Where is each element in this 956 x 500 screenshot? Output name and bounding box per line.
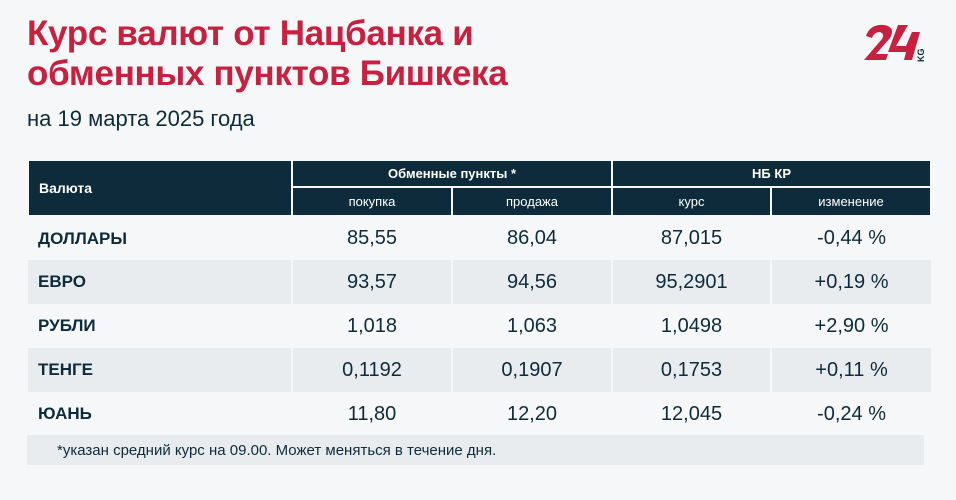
buy-value: 85,55 (291, 216, 452, 260)
rate-value: 87,015 (611, 216, 772, 260)
buy-value: 93,57 (291, 260, 452, 304)
change-value: +2,90 % (770, 304, 932, 348)
table-row: ЮАНЬ 11,80 12,20 12,045 -0,24 % (28, 392, 932, 436)
column-header-currency: Валюта (27, 159, 293, 217)
change-value: -0,44 % (770, 216, 932, 260)
page-title: Курс валют от Нацбанка и обменных пунктов… (27, 14, 508, 94)
change-value: +0,19 % (770, 260, 932, 304)
currency-name: ЮАНЬ (38, 404, 92, 423)
currency-name: ЕВРО (28, 260, 292, 304)
24kg-logo: KG (864, 24, 926, 63)
currency-name: ТЕНГЕ (28, 348, 292, 392)
change-value: -0,24 % (770, 392, 932, 436)
column-header-change: изменение (770, 186, 933, 217)
group-header-nb: НБ КР (611, 159, 933, 188)
table-row: ДОЛЛАРЫ 85,55 86,04 87,015 -0,44 % (28, 216, 932, 260)
footnote: *указан средний курс на 09.00. Может мен… (27, 435, 924, 465)
sell-value: 0,1907 (450, 348, 613, 392)
group-header-exchange: Обменные пункты * (290, 159, 614, 188)
currency-table: Валюта Обменные пункты * НБ КР покупка п… (27, 159, 933, 436)
buy-value: 0,1192 (291, 348, 452, 392)
rate-value: 1,0498 (611, 304, 772, 348)
column-header-rate: курс (611, 186, 773, 217)
sell-value: 94,56 (450, 260, 613, 304)
currency-name: ДОЛЛАРЫ (38, 228, 128, 248)
table-row: ТЕНГЕ 0,1192 0,1907 0,1753 +0,11 % (28, 348, 932, 392)
title-line-1: Курс валют от Нацбанка и (27, 14, 474, 53)
column-header-sell: продажа (450, 186, 614, 217)
currency-name: РУБЛИ (38, 316, 96, 335)
date-subtitle: на 19 марта 2025 года (27, 106, 255, 131)
rate-value: 95,2901 (611, 260, 772, 304)
svg-text:KG: KG (916, 49, 926, 63)
change-value: +0,11 % (770, 348, 932, 392)
buy-value: 1,018 (291, 304, 452, 348)
sell-value: 1,063 (450, 304, 613, 348)
buy-value: 11,80 (291, 392, 452, 436)
column-header-buy: покупка (291, 186, 453, 217)
sell-value: 86,04 (450, 216, 613, 260)
rate-value: 12,045 (611, 392, 772, 436)
rate-value: 0,1753 (611, 348, 772, 392)
table-row: РУБЛИ 1,018 1,063 1,0498 +2,90 % (28, 304, 932, 348)
title-line-2: обменных пунктов Бишкека (27, 54, 508, 93)
sell-value: 12,20 (450, 392, 613, 436)
table-row: ЕВРО 93,57 94,56 95,2901 +0,19 % (28, 260, 932, 304)
